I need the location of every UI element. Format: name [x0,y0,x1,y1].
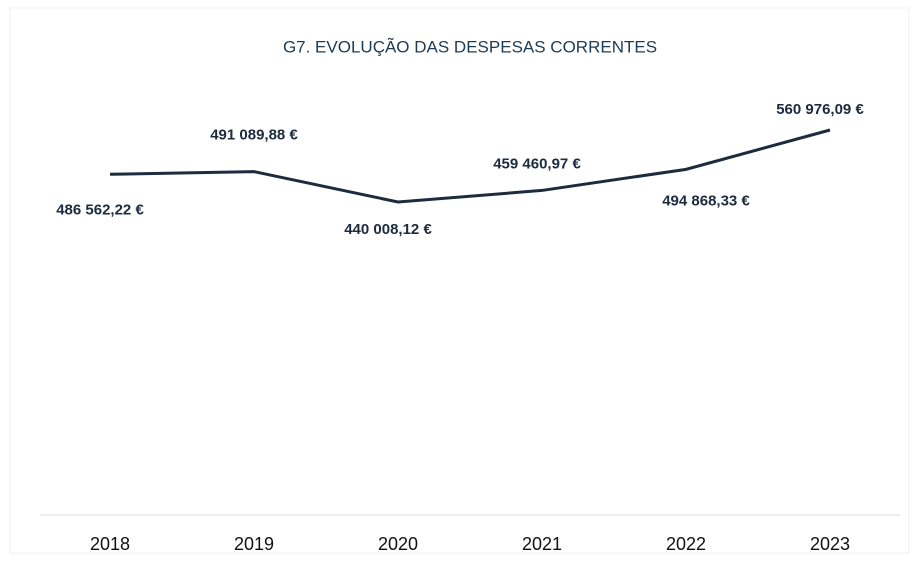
chart-title: G7. EVOLUÇÃO DAS DESPESAS CORRENTES [283,37,657,56]
label-bg [194,124,314,147]
label-bg [328,219,448,241]
line [109,128,831,204]
x-tick-label: 2023 [810,534,850,554]
value-label: 459 460,97 € [493,155,581,172]
label-bg [40,199,160,222]
x-tick-label: 2019 [234,534,274,554]
value-label: 486 562,22 € [56,201,144,218]
x-tick-label: 2021 [522,534,562,554]
x-tick-label: 2022 [666,534,706,554]
label-bg [760,99,880,121]
chart-frame [9,7,910,554]
value-label: 491 089,88 € [210,127,298,144]
x-tick-label: 2020 [378,534,418,554]
value-label: 440 008,12 € [344,221,432,238]
value-label: 494 868,33 € [662,192,750,209]
label-bg [646,190,766,213]
label-bg [477,153,597,176]
x-tick-label: 2018 [90,534,130,554]
value-label: 560 976,09 € [776,101,864,118]
